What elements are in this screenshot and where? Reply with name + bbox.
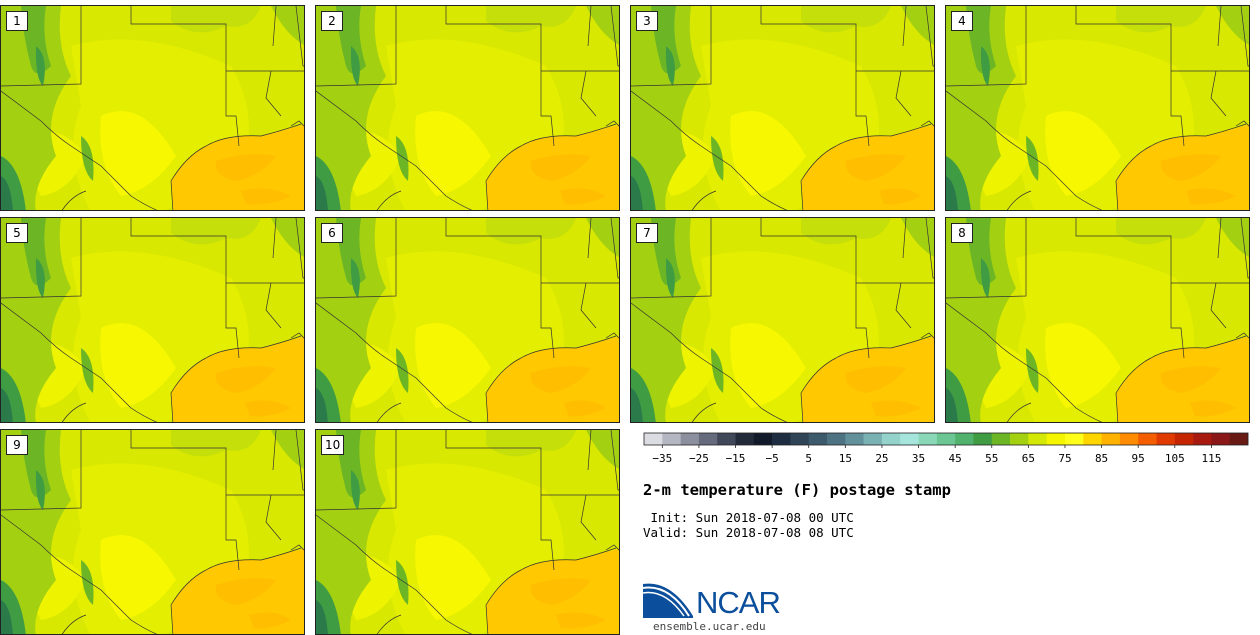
map-panel: 9 (0, 429, 305, 635)
colorbar-swatch (827, 433, 846, 445)
plot-title: 2-m temperature (F) postage stamp (643, 481, 951, 499)
colorbar-swatch (955, 433, 974, 445)
colorbar-swatch (845, 433, 864, 445)
colorbar-swatch (1028, 433, 1047, 445)
colorbar-tick-label: 35 (912, 452, 925, 465)
colorbar-swatch (808, 433, 828, 445)
colorbar-swatch (1046, 433, 1066, 445)
map-panel: 8 (945, 217, 1250, 423)
colorbar-swatch (881, 433, 901, 445)
colorbar-tick-label: 5 (805, 452, 812, 465)
colorbar-swatch (1174, 433, 1194, 445)
ncar-logo-text: NCAR (696, 585, 781, 620)
colorbar-swatch (1064, 433, 1084, 445)
colorbar-swatch (1010, 433, 1029, 445)
temperature-colorbar: −35 −25 −15 −5 5 15 25 35 45 55 65 75 85 95 105 115 (643, 432, 1249, 465)
colorbar-swatch (1229, 433, 1249, 445)
map-panel: 6 (315, 217, 620, 423)
map-panel: 5 (0, 217, 305, 423)
colorbar-swatch (735, 433, 755, 445)
colorbar-swatch (1101, 433, 1121, 445)
colorbar-swatch (1119, 433, 1139, 445)
website-url: ensemble.ucar.edu (653, 620, 766, 633)
colorbar-swatch (918, 433, 938, 445)
colorbar-swatch (936, 433, 956, 445)
member-label: 9 (6, 435, 28, 455)
colorbar-tick-label: 85 (1095, 452, 1108, 465)
colorbar-swatch (698, 433, 718, 445)
colorbar-swatch (662, 433, 681, 445)
colorbar-tick-label: 115 (1201, 452, 1221, 465)
colorbar-tick-label: 95 (1132, 452, 1145, 465)
colorbar-tick-label: −5 (765, 452, 778, 465)
colorbar-swatch (790, 433, 810, 445)
member-label: 1 (6, 11, 28, 31)
colorbar-tick-label: −15 (726, 452, 746, 465)
member-label: 8 (951, 223, 973, 243)
colorbar-tick-label: 75 (1058, 452, 1071, 465)
map-panel: 10 (315, 429, 620, 635)
map-panel: 1 (0, 5, 305, 211)
map-panel: 4 (945, 5, 1250, 211)
colorbar-swatch (991, 433, 1011, 445)
colorbar-swatch (1156, 433, 1176, 445)
init-time: Init: Sun 2018-07-08 00 UTC (643, 510, 854, 525)
map-panel: 7 (630, 217, 935, 423)
colorbar-swatch (753, 433, 773, 445)
colorbar-tick-label: −25 (689, 452, 709, 465)
colorbar-swatch (644, 433, 663, 445)
colorbar-swatch (900, 433, 919, 445)
map-panel: 3 (630, 5, 935, 211)
colorbar-tick-label: 25 (875, 452, 888, 465)
colorbar-tick-label: 55 (985, 452, 998, 465)
colorbar-tick-label: 105 (1165, 452, 1185, 465)
member-label: 2 (321, 11, 343, 31)
valid-time: Valid: Sun 2018-07-08 08 UTC (643, 525, 854, 540)
map-panel: 2 (315, 5, 620, 211)
colorbar-tick-label: 15 (839, 452, 852, 465)
colorbar-swatch (1211, 433, 1230, 445)
colorbar-swatch (973, 433, 993, 445)
colorbar-swatch (772, 433, 791, 445)
ncar-logo-icon (643, 583, 693, 618)
colorbar-swatch (1083, 433, 1102, 445)
colorbar-swatch (717, 433, 736, 445)
member-label: 6 (321, 223, 343, 243)
member-label: 10 (321, 435, 345, 455)
colorbar-tick-label: 45 (949, 452, 962, 465)
member-label: 7 (636, 223, 658, 243)
colorbar-tick-label: −35 (652, 452, 672, 465)
member-label: 5 (6, 223, 28, 243)
colorbar-swatch (680, 433, 700, 445)
member-label: 3 (636, 11, 658, 31)
colorbar-swatch (863, 433, 883, 445)
colorbar-swatch (1138, 433, 1157, 445)
member-label: 4 (951, 11, 973, 31)
colorbar-tick-label: 65 (1022, 452, 1035, 465)
colorbar-swatch (1193, 433, 1212, 445)
